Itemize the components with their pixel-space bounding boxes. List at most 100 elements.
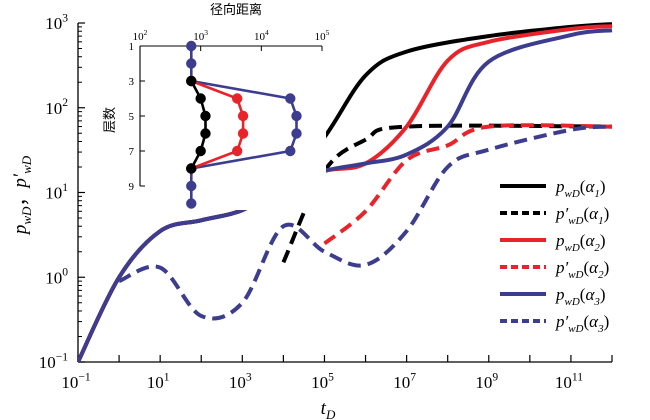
x-axis-title-base: t: [321, 398, 327, 419]
y-tick-label-base: 10: [45, 268, 62, 287]
inset-series-line: [190, 79, 245, 170]
inset-point: [231, 93, 243, 104]
x-tick-label-base: 10: [475, 373, 492, 392]
inset-x-title: 径向距离: [210, 2, 262, 18]
legend-label-part: p′: [555, 258, 569, 277]
inset-point: [186, 198, 197, 209]
x-tick-label-exp: 11: [572, 370, 583, 383]
legend-label-part: 2: [598, 269, 604, 281]
legend-label-part: wD: [565, 188, 580, 200]
inset-point: [285, 145, 296, 157]
inset-x-tick-label: 105: [315, 28, 330, 43]
inset-point: [200, 128, 211, 139]
legend-label-part: p: [555, 231, 565, 250]
x-tick-label-exp: −1: [78, 370, 91, 383]
x-axis-title-sub: D: [325, 407, 336, 420]
x-tick-label-exp: 1: [164, 370, 170, 383]
legend-label: pwD(α2): [555, 231, 606, 254]
inset-series-line: [190, 46, 298, 204]
inset-x-tick-label-exp: 2: [144, 28, 148, 37]
inset-point: [186, 180, 197, 192]
x-axis-title: tD: [321, 398, 336, 420]
legend-label-part: ): [600, 231, 606, 250]
x-tick-label-base: 10: [147, 373, 164, 392]
legend-label-part: (: [580, 177, 586, 196]
y-tick-label-exp: 0: [62, 266, 68, 279]
legend-label-part: α: [589, 204, 599, 223]
inset-x-tick-label-exp: 4: [265, 28, 269, 37]
legend-label-part: (: [584, 204, 590, 223]
legend-label-part: 3: [597, 323, 604, 335]
inset-x-tick-label-exp: 3: [204, 28, 208, 37]
legend-label-part: ): [604, 258, 610, 277]
legend-label-part: (: [584, 312, 590, 331]
legend-label-part: 1: [598, 215, 604, 227]
legend-label-part: 1: [594, 188, 600, 200]
inset-x-tick-label-exp: 5: [326, 28, 330, 37]
legend-label-part: wD: [568, 215, 583, 227]
inset-point: [231, 145, 243, 157]
legend-label-part: α: [585, 177, 595, 196]
legend-label-part: ): [600, 285, 606, 304]
inset-point: [186, 163, 197, 174]
legend-label-part: α: [589, 258, 599, 277]
y-tick-label: 102: [45, 96, 68, 118]
inset-y-tick-label: 7: [129, 146, 135, 158]
x-tick-label-exp: 9: [492, 370, 498, 383]
y-tick-label-exp: 2: [62, 96, 68, 109]
legend-label-part: p: [555, 285, 565, 304]
y-tick-label-base: 10: [45, 14, 62, 33]
y-axis-title-b: p′: [10, 173, 31, 190]
y-tick-label: 100: [45, 266, 68, 288]
legend-label-part: p′: [555, 204, 569, 223]
legend-label-part: (: [580, 285, 586, 304]
inset-point: [186, 40, 197, 52]
inset-x-tick-label-base: 10: [315, 31, 327, 43]
y-axis-title-b-sub: wD: [19, 155, 34, 174]
legend-label-part: α: [585, 285, 595, 304]
y-tick-label-exp: 1: [62, 181, 68, 194]
legend-label-part: α: [589, 312, 599, 331]
legend-label-part: (: [580, 231, 586, 250]
legend-label: pwD(α3): [555, 285, 606, 308]
x-tick-label-exp: 7: [410, 370, 416, 383]
y-axis-title-sep: ，: [10, 188, 31, 207]
y-tick-label-exp: −1: [56, 350, 69, 363]
inset-point: [237, 128, 249, 139]
y-tick-label: 101: [45, 181, 68, 203]
x-tick-label-base: 10: [61, 373, 78, 392]
inset-x-tick-label-base: 10: [193, 31, 205, 43]
legend-label-part: ): [604, 312, 610, 331]
inset-y-tick-label: 9: [129, 181, 135, 193]
inset-point: [291, 110, 302, 122]
y-tick-label-exp: 3: [62, 11, 68, 24]
x-tick-label-base: 10: [555, 373, 572, 392]
inset-x-tick-label: 104: [254, 28, 269, 43]
x-tick-label: 101: [147, 370, 170, 392]
inset-point: [237, 110, 249, 122]
x-tick-label: 107: [393, 370, 416, 392]
inset-point: [195, 145, 206, 157]
legend-label-part: wD: [568, 323, 583, 335]
inset-point: [195, 93, 206, 104]
inset-x-tick-label: 103: [193, 28, 208, 43]
series-line: [118, 124, 613, 321]
inset-y-tick-label: 5: [129, 111, 135, 123]
x-tick-label: 105: [311, 370, 334, 392]
x-tick-label-base: 10: [393, 373, 410, 392]
y-tick-label: 10−1: [39, 350, 69, 372]
x-tick-label-exp: 3: [246, 370, 252, 383]
legend: pwD(α1)p′wD(α1)pwD(α2)p′wD(α2)pwD(α3)p′w…: [500, 177, 609, 335]
legend-label-part: (: [584, 258, 590, 277]
x-tick-label-exp: 5: [328, 370, 334, 383]
legend-label-part: p: [555, 177, 565, 196]
x-tick-label: 103: [229, 370, 252, 392]
inset-point: [285, 93, 296, 104]
y-tick-label-base: 10: [45, 184, 62, 203]
legend-label: p′wD(α3): [555, 312, 609, 335]
inset-point: [186, 58, 197, 69]
inset-y-title: 层数: [103, 107, 118, 133]
inset-x-tick-label-base: 10: [133, 31, 145, 43]
legend-label-part: ): [604, 204, 610, 223]
